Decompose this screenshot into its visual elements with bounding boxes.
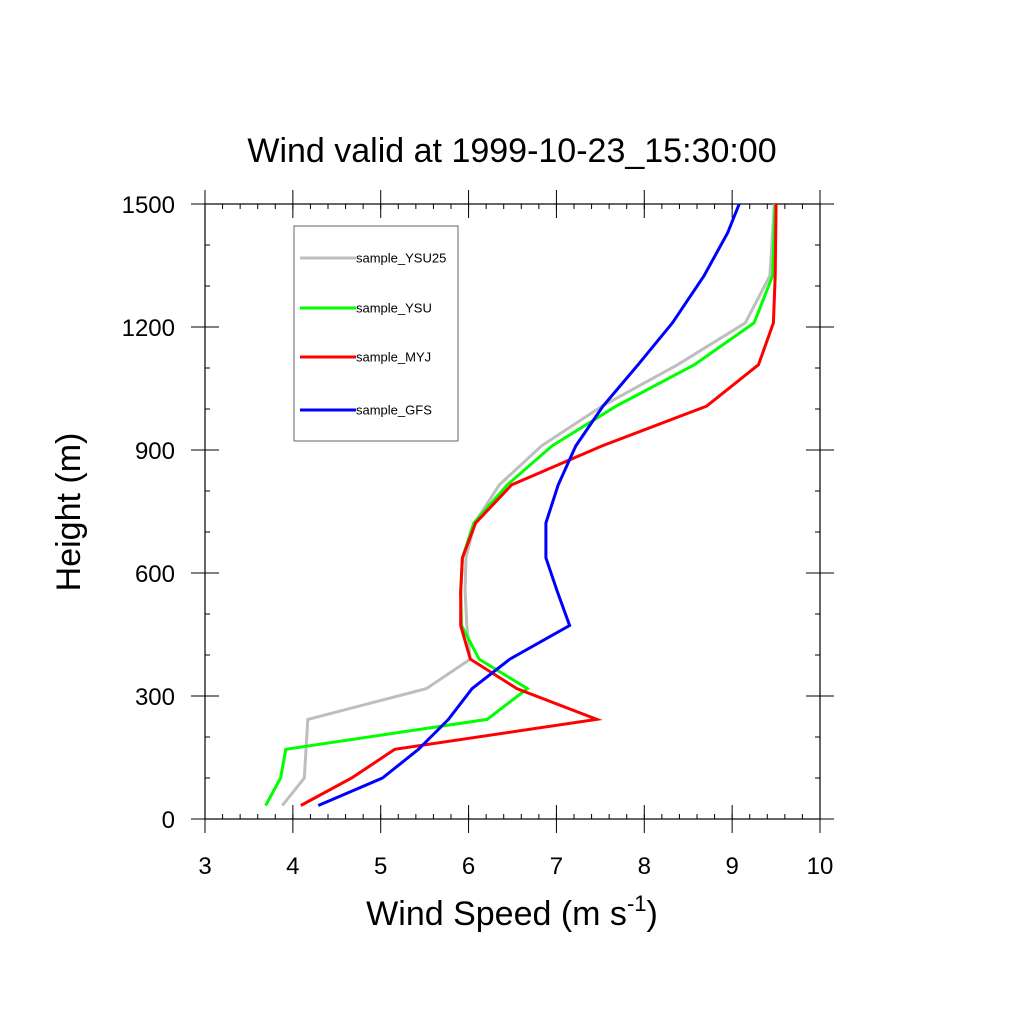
series-line-sample_GFS [317,203,741,807]
y-tick-label: 1500 [122,192,175,219]
y-tick-labels: 0 300 600 900 1200 1500 [122,192,175,834]
x-axis-label-suffix: ) [647,895,658,933]
x-tick-labels: 3 4 5 6 7 8 9 10 [198,853,833,880]
x-tick-label: 7 [550,853,563,880]
legend-label-sample_YSU25: sample_YSU25 [356,251,446,266]
x-axis-label: Wind Speed (m s-1) [366,891,658,933]
x-axis-label-main: Wind Speed (m s [366,895,627,933]
y-tick-label: 0 [162,807,175,834]
x-tick-label: 10 [807,853,834,880]
legend-label-sample_MYJ: sample_MYJ [356,350,431,365]
x-tick-label: 6 [462,853,475,880]
x-tick-label: 9 [725,853,738,880]
x-tick-label: 5 [374,853,387,880]
y-tick-label: 600 [135,561,175,588]
series-lines [264,203,778,807]
major-ticks [191,190,834,833]
x-tick-label: 4 [286,853,299,880]
chart-title: Wind valid at 1999-10-23_15:30:00 [247,132,776,170]
legend: sample_YSU25 sample_YSU sample_MYJ sample_G… [293,225,459,442]
series-line-sample_MYJ [300,203,778,807]
y-tick-label: 900 [135,438,175,465]
plot-border [204,203,821,820]
x-axis-label-superscript: -1 [627,891,647,916]
plot-frame [204,203,821,820]
y-tick-label: 300 [135,684,175,711]
y-tick-label: 1200 [122,315,175,342]
legend-box [293,225,459,442]
x-tick-label: 3 [198,853,211,880]
x-tick-label: 8 [638,853,651,880]
y-axis-label: Height (m) [50,433,88,592]
legend-label-sample_GFS: sample_GFS [356,403,432,418]
legend-label-sample_YSU: sample_YSU [356,301,432,316]
